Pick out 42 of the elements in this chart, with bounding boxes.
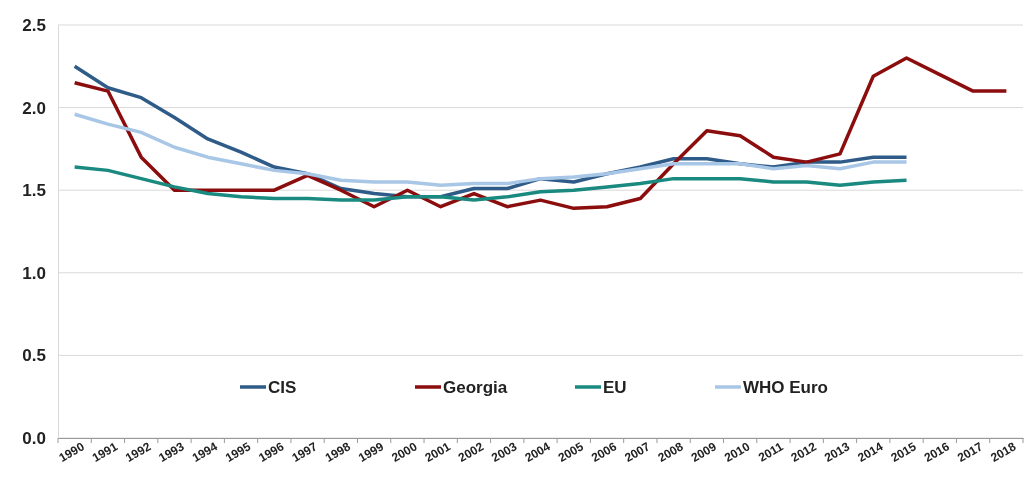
x-tick-label: 2016: [921, 439, 953, 465]
x-tick-label: 2014: [855, 439, 886, 465]
legend-label: EU: [603, 378, 627, 397]
x-tick-label: 2009: [688, 439, 720, 465]
x-tick-label: 1993: [156, 439, 187, 465]
x-tick-label: 2002: [455, 439, 487, 465]
y-tick-label: 1.0: [22, 263, 46, 283]
x-tick-label: 2004: [522, 439, 553, 465]
x-tick-label: 2013: [821, 439, 853, 465]
y-tick-label: 1.5: [22, 181, 46, 201]
x-tick-label: 1997: [289, 439, 320, 465]
x-tick-label: 2003: [489, 439, 520, 465]
x-tick-label: 2010: [722, 439, 753, 465]
x-tick-label: 2006: [588, 439, 620, 465]
x-tick-label: 2015: [888, 439, 919, 465]
y-tick-label: 0.0: [22, 428, 46, 448]
legend-label: WHO Euro: [743, 378, 828, 397]
x-tick-label: 2008: [655, 439, 686, 465]
x-tick-label: 1992: [123, 439, 154, 465]
x-tick-label: 1994: [189, 439, 221, 465]
x-tick-label: 2005: [555, 439, 587, 465]
legend-label: Georgia: [443, 378, 508, 397]
x-tick-label: 2000: [389, 439, 420, 465]
x-tick-label: 2007: [622, 439, 653, 465]
x-tick-label: 2017: [954, 439, 986, 465]
x-tick-label: 1996: [256, 439, 287, 465]
x-tick-label: 2018: [988, 439, 1019, 465]
line-series: [72, 165, 909, 202]
x-tick-label: 1999: [356, 439, 387, 465]
y-tick-label: 2.5: [22, 15, 46, 35]
x-tick-label: 2001: [422, 439, 453, 465]
x-tick-label: 1995: [222, 439, 254, 465]
x-tick-label: 2011: [755, 439, 786, 465]
line-series: [72, 56, 1009, 211]
y-tick-label: 0.5: [22, 346, 46, 366]
x-tick-label: 2012: [788, 439, 819, 465]
x-tick-label: 1990: [56, 439, 87, 465]
line-series: [72, 112, 909, 187]
x-tick-label: 1998: [322, 439, 354, 465]
x-tick-label: 1991: [89, 439, 121, 465]
y-tick-label: 2.0: [22, 98, 46, 118]
legend-label: CIS: [268, 378, 297, 397]
